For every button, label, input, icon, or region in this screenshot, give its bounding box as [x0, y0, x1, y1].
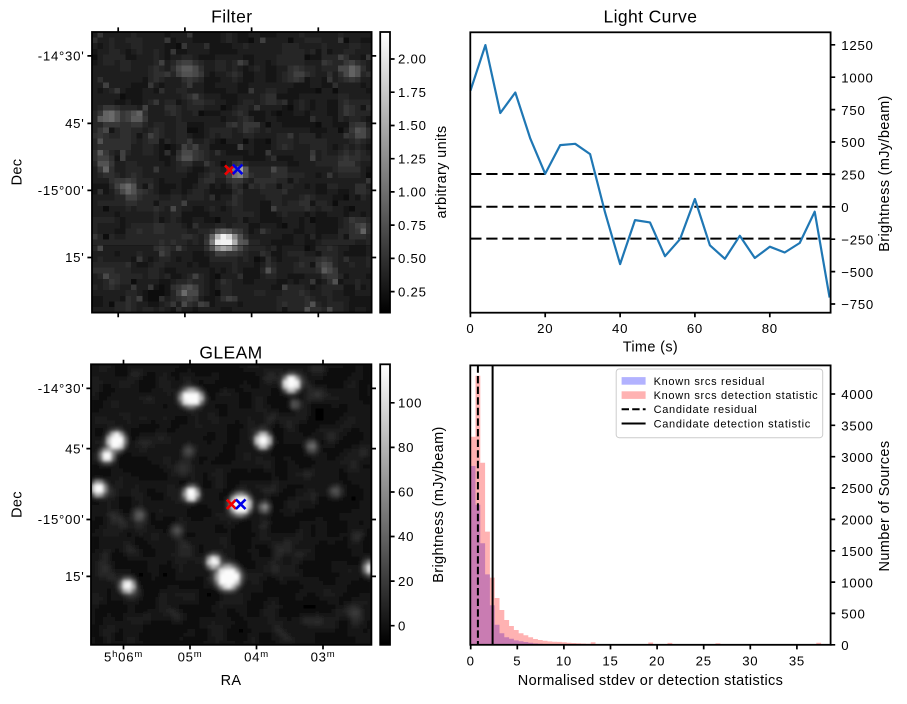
svg-text:3500: 3500 — [841, 419, 873, 434]
svg-text:1500: 1500 — [841, 544, 873, 559]
svg-text:1.25: 1.25 — [398, 151, 427, 166]
svg-text:4000: 4000 — [841, 387, 873, 402]
svg-text:RA: RA — [221, 673, 242, 689]
svg-text:0: 0 — [466, 321, 474, 336]
svg-text:15: 15 — [602, 653, 618, 668]
svg-text:100: 100 — [398, 396, 422, 411]
svg-text:-14°30': -14°30' — [38, 381, 85, 396]
svg-text:Dec: Dec — [9, 491, 25, 518]
svg-text:Known srcs residual: Known srcs residual — [654, 376, 765, 388]
svg-text:80: 80 — [398, 440, 414, 455]
svg-text:0: 0 — [841, 200, 849, 215]
svg-text:0: 0 — [841, 638, 849, 653]
svg-text:2.00: 2.00 — [398, 52, 427, 67]
svg-text:0: 0 — [467, 653, 475, 668]
svg-text:25: 25 — [696, 653, 712, 668]
svg-text:0.25: 0.25 — [398, 284, 427, 299]
svg-text:10: 10 — [556, 653, 572, 668]
svg-text:Light Curve: Light Curve — [603, 7, 697, 27]
svg-text:15': 15' — [65, 250, 84, 265]
svg-text:500: 500 — [841, 607, 865, 622]
svg-text:-15°00': -15°00' — [38, 512, 85, 527]
svg-text:Filter: Filter — [211, 7, 252, 27]
svg-text:20: 20 — [537, 321, 553, 336]
svg-text:Dec: Dec — [9, 159, 25, 186]
svg-text:0.75: 0.75 — [398, 218, 427, 233]
svg-text:0.50: 0.50 — [398, 251, 427, 266]
svg-text:1000: 1000 — [841, 70, 873, 85]
svg-text:Candidate residual: Candidate residual — [654, 404, 758, 416]
svg-text:500: 500 — [841, 135, 865, 150]
svg-text:1.00: 1.00 — [398, 185, 427, 200]
svg-text:20: 20 — [649, 653, 665, 668]
svg-text:1250: 1250 — [841, 38, 873, 53]
svg-text:20: 20 — [398, 574, 414, 589]
svg-text:60: 60 — [398, 485, 414, 500]
svg-text:−500: −500 — [841, 265, 874, 280]
svg-text:-14°30': -14°30' — [38, 49, 85, 64]
svg-text:3000: 3000 — [841, 450, 873, 465]
svg-text:Brightness (mJy/beam): Brightness (mJy/beam) — [877, 95, 893, 251]
svg-text:1000: 1000 — [841, 575, 873, 590]
svg-text:1.75: 1.75 — [398, 85, 427, 100]
svg-text:0: 0 — [398, 618, 406, 633]
svg-text:arbitrary units: arbitrary units — [434, 125, 450, 218]
svg-text:750: 750 — [841, 103, 865, 118]
svg-text:40: 40 — [398, 529, 414, 544]
svg-text:15': 15' — [65, 569, 84, 584]
svg-text:Normalised stdev or detection: Normalised stdev or detection statistics — [518, 673, 783, 689]
svg-text:−250: −250 — [841, 232, 874, 247]
svg-text:30: 30 — [742, 653, 758, 668]
svg-text:−750: −750 — [841, 297, 874, 312]
svg-text:5: 5 — [513, 653, 521, 668]
svg-text:GLEAM: GLEAM — [199, 343, 262, 363]
svg-text:80: 80 — [762, 321, 778, 336]
svg-text:Brightness (mJy/beam): Brightness (mJy/beam) — [431, 426, 447, 582]
svg-text:45': 45' — [65, 116, 84, 131]
svg-text:60: 60 — [687, 321, 703, 336]
svg-text:Number of Sources: Number of Sources — [877, 441, 893, 572]
svg-text:Candidate detection statistic: Candidate detection statistic — [654, 418, 811, 430]
svg-text:250: 250 — [841, 168, 865, 183]
svg-text:40: 40 — [612, 321, 628, 336]
svg-text:1.50: 1.50 — [398, 118, 427, 133]
svg-text:35: 35 — [789, 653, 805, 668]
svg-text:45': 45' — [65, 441, 84, 456]
svg-text:2000: 2000 — [841, 513, 873, 528]
svg-text:2500: 2500 — [841, 481, 873, 496]
svg-text:Time (s): Time (s) — [623, 340, 678, 356]
svg-text:Known srcs detection statistic: Known srcs detection statistic — [654, 390, 819, 402]
svg-text:-15°00': -15°00' — [38, 183, 85, 198]
